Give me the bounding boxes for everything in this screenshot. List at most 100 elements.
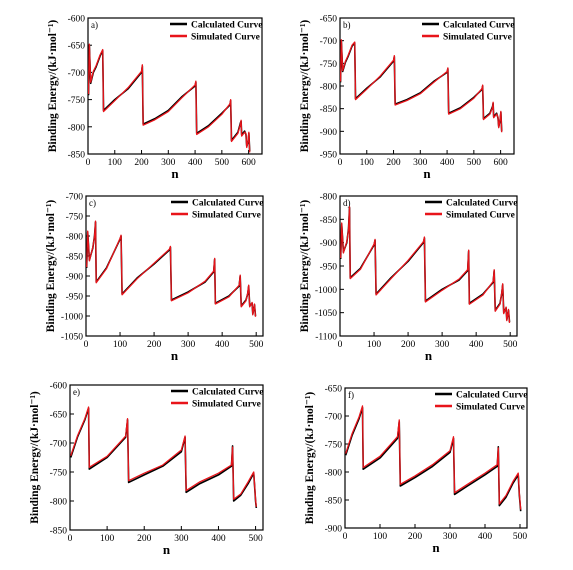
- x-tick-label: 600: [493, 158, 508, 168]
- x-tick-label: 200: [147, 340, 162, 350]
- y-tick-label: -900: [325, 525, 343, 535]
- y-tick-label: -750: [50, 469, 68, 479]
- y-tick-label: -750: [320, 60, 338, 70]
- y-tick-label: -700: [50, 440, 68, 450]
- x-tick-label: 300: [181, 340, 196, 350]
- x-tick-label: 500: [467, 158, 482, 168]
- y-tick-label: -850: [325, 497, 343, 507]
- y-tick-label: -1000: [61, 313, 83, 323]
- legend-label: Simulated Curve: [192, 400, 261, 410]
- y-tick-label: -600: [68, 15, 86, 25]
- plot-frame: [69, 384, 264, 531]
- x-tick-label: 400: [440, 158, 455, 168]
- legend-label: Simulated Curve: [192, 211, 261, 221]
- y-tick-label: -700: [66, 193, 84, 203]
- legend-label: Calculated Curve: [443, 21, 515, 31]
- y-tick-label: -650: [320, 15, 338, 25]
- x-tick-label: 400: [469, 340, 484, 350]
- y-tick-label: -750: [66, 213, 84, 223]
- panel-label: a): [91, 20, 98, 30]
- x-tick-label: 400: [211, 534, 226, 544]
- y-tick-label: -650: [325, 385, 343, 395]
- simulated-curve-line: [86, 220, 257, 317]
- x-tick-label: 0: [338, 158, 343, 168]
- x-tick-label: 100: [113, 340, 128, 350]
- legend-label: Simulated Curve: [443, 33, 512, 43]
- y-tick-label: -1100: [315, 333, 337, 343]
- plot-frame: [344, 387, 528, 529]
- panel-label: f): [348, 390, 354, 400]
- legend-label: Calculated Curve: [191, 21, 263, 31]
- y-tick-label: -850: [50, 527, 68, 537]
- y-axis-label: Binding Energy/(kJ·mol⁻¹): [47, 20, 59, 153]
- calculated-curve-line: [70, 407, 258, 509]
- panel-label: b): [343, 20, 351, 30]
- y-tick-label: -950: [66, 293, 84, 303]
- x-tick-label: 200: [401, 340, 416, 350]
- calculated-curve-line: [88, 44, 251, 152]
- x-axis-label: n: [425, 348, 433, 363]
- x-tick-label: 200: [137, 534, 152, 544]
- y-tick-label: -950: [320, 263, 338, 273]
- x-tick-label: 400: [478, 532, 493, 542]
- y-tick-label: -800: [68, 123, 86, 133]
- y-tick-label: -750: [325, 441, 343, 451]
- y-tick-label: -800: [325, 469, 343, 479]
- y-tick-label: -850: [68, 151, 86, 161]
- legend-label: Simulated Curve: [191, 33, 260, 43]
- calculated-curve-line: [340, 39, 503, 132]
- y-tick-label: -900: [66, 273, 84, 283]
- x-tick-label: 200: [386, 158, 401, 168]
- x-axis-label: n: [423, 166, 431, 181]
- y-tick-label: -800: [320, 193, 338, 203]
- calculated-curve-line: [345, 406, 522, 512]
- y-tick-label: -1050: [61, 333, 83, 343]
- x-tick-label: 300: [443, 532, 458, 542]
- x-tick-label: 300: [174, 534, 189, 544]
- simulated-curve-line: [340, 39, 503, 133]
- panel-label: e): [73, 387, 80, 397]
- x-tick-label: 0: [68, 534, 73, 544]
- y-axis-label: Binding Energy/(kJ·mol⁻¹): [299, 20, 311, 153]
- x-tick-label: 0: [343, 532, 348, 542]
- y-tick-label: -850: [320, 216, 338, 226]
- x-tick-label: 500: [513, 532, 528, 542]
- x-axis-label: n: [163, 542, 171, 557]
- x-tick-label: 200: [408, 532, 423, 542]
- x-tick-label: 100: [360, 158, 375, 168]
- x-tick-label: 100: [100, 534, 115, 544]
- y-tick-label: -850: [66, 253, 84, 263]
- simulated-curve-line: [70, 406, 257, 507]
- x-tick-label: 400: [188, 158, 203, 168]
- x-tick-label: 100: [373, 532, 388, 542]
- y-axis-label: Binding Energy/(kJ·mol⁻¹): [45, 200, 57, 333]
- x-tick-label: 400: [215, 340, 230, 350]
- y-tick-label: -800: [66, 233, 84, 243]
- x-tick-label: 300: [435, 340, 450, 350]
- x-axis-label: n: [171, 348, 179, 363]
- panel-label: c): [89, 198, 96, 208]
- y-tick-label: -950: [320, 151, 338, 161]
- y-axis-label: Binding Energy/(kJ·mol⁻¹): [299, 200, 311, 333]
- x-tick-label: 200: [134, 158, 149, 168]
- x-tick-label: 100: [367, 340, 382, 350]
- x-tick-label: 500: [249, 340, 264, 350]
- legend-label: Simulated Curve: [446, 211, 515, 221]
- y-tick-label: -1000: [315, 286, 337, 296]
- y-tick-label: -650: [68, 42, 86, 52]
- y-tick-label: -700: [68, 69, 86, 79]
- panel-label: d): [343, 198, 351, 208]
- legend-label: Simulated Curve: [456, 403, 525, 413]
- x-tick-label: 0: [84, 340, 89, 350]
- y-tick-label: -700: [325, 413, 343, 423]
- y-axis-label: Binding Energy/(kJ·mol⁻¹): [304, 392, 316, 525]
- y-tick-label: -800: [320, 83, 338, 93]
- x-tick-label: 500: [248, 534, 263, 544]
- x-tick-label: 500: [503, 340, 518, 350]
